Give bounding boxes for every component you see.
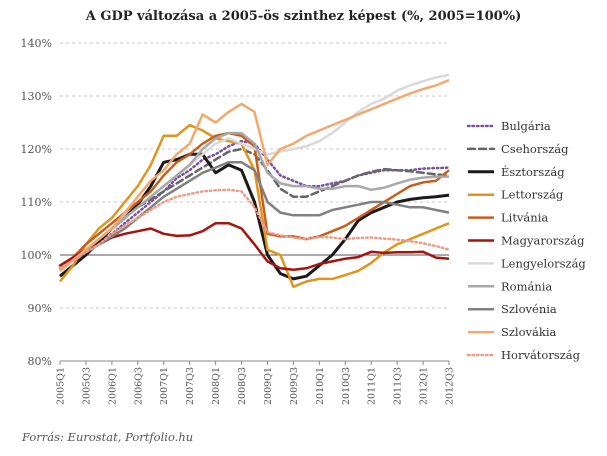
chart-title: A GDP változása a 2005-ös szinthez képes… <box>85 9 522 24</box>
x-tick-label: 2010Q1 <box>315 367 326 405</box>
x-tick-label: 2009Q1 <box>263 367 274 405</box>
series-lines <box>58 73 451 289</box>
x-tick-label: 2010Q3 <box>341 367 352 405</box>
legend-label: Románia <box>501 279 552 293</box>
y-tick-label: 110% <box>21 196 52 209</box>
legend-label: Észtország <box>501 165 565 179</box>
legend-label: Szlovákia <box>501 325 557 339</box>
y-tick-label: 130% <box>21 90 52 103</box>
x-tick-label: 2011Q1 <box>367 367 378 405</box>
y-tick-label: 120% <box>21 143 52 156</box>
y-tick-label: 80% <box>28 355 52 368</box>
series-line-Magyarország <box>59 221 450 272</box>
x-tick-label: 2009Q3 <box>289 367 300 405</box>
x-tick-label: 2012Q1 <box>419 367 430 405</box>
series-line-Szlovénia <box>59 161 450 270</box>
x-axis-ticks: 2005Q1 2005Q3 2006Q1 2006Q3 2007Q1 2007Q3 2008… <box>56 360 456 405</box>
legend-label: Lengyelország <box>501 256 586 270</box>
y-tick-label: 100% <box>21 249 52 262</box>
legend-label: Bulgária <box>501 119 551 133</box>
legend-label: Litvánia <box>501 211 548 225</box>
legend-label: Magyarország <box>501 234 585 248</box>
legend-label: Szlovénia <box>501 302 557 316</box>
x-tick-label: 2007Q1 <box>159 367 170 405</box>
x-tick-label: 2005Q3 <box>81 367 92 405</box>
x-tick-label: 2008Q1 <box>211 367 222 405</box>
x-tick-label: 2012Q3 <box>445 367 456 405</box>
legend: Bulgária Csehország Észtország Lettország Li… <box>466 119 586 362</box>
legend-label: Csehország <box>501 142 569 156</box>
x-tick-label: 2011Q3 <box>393 367 404 405</box>
x-tick-label: 2006Q3 <box>133 367 144 405</box>
y-axis-ticks: 80% 90% 100% 110% 120% 130% 140% <box>21 37 52 368</box>
x-tick-label: 2008Q3 <box>237 367 248 405</box>
series-line-Horvátország <box>58 188 451 270</box>
source-note: Forrás: Eurostat, Portfolio.hu <box>22 430 194 444</box>
series-line-Szlovákia <box>59 78 450 272</box>
x-tick-label: 2007Q3 <box>185 367 196 405</box>
x-tick-label: 2006Q1 <box>107 367 118 405</box>
y-tick-label: 140% <box>21 37 52 50</box>
legend-label: Lettország <box>501 188 564 202</box>
legend-label: Horvátország <box>501 348 581 362</box>
y-tick-label: 90% <box>28 302 52 315</box>
x-tick-label: 2005Q1 <box>56 367 67 405</box>
series-line-Románia <box>59 131 449 272</box>
